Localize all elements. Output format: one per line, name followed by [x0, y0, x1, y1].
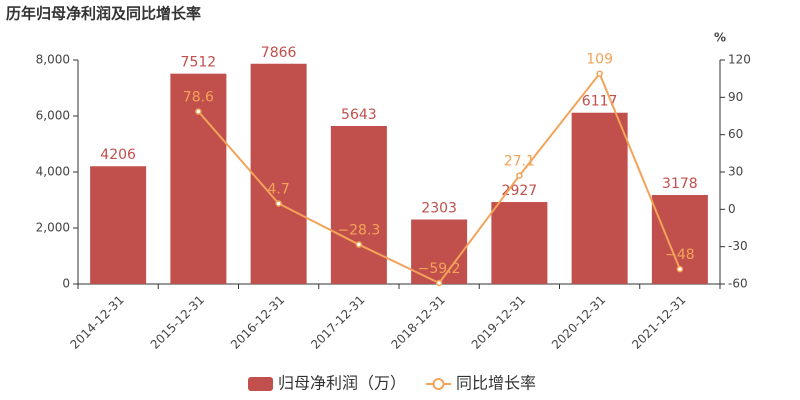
line-value-label: 109: [586, 52, 613, 68]
line-value-label: −59.2: [418, 261, 461, 277]
y-tick-label: 4,000: [36, 165, 70, 179]
y2-tick-label: 90: [728, 90, 743, 104]
x-tick-label: 2015-12-31: [148, 293, 207, 352]
x-tick-label: 2021-12-31: [629, 293, 688, 352]
bar-value-label: 2303: [421, 201, 457, 217]
line-value-label: −48: [665, 247, 695, 263]
x-tick-label: 2020-12-31: [549, 293, 608, 352]
bar: [250, 63, 307, 284]
bar-value-label: 4206: [100, 147, 136, 163]
line-point: [195, 108, 202, 115]
bar-value-label: 5643: [341, 107, 377, 123]
bar: [330, 125, 387, 284]
line-point: [355, 241, 363, 248]
y-tick-label: 6,000: [36, 109, 70, 123]
bar: [571, 112, 628, 284]
line-value-label: 27.1: [504, 154, 535, 170]
legend-swatch: [432, 378, 445, 390]
line-value-label: 4.7: [267, 181, 289, 197]
y2-tick-label: -30: [728, 239, 748, 253]
y2-tick-label: 30: [728, 165, 743, 179]
y2-tick-label: 120: [728, 53, 751, 67]
line-point: [676, 265, 684, 273]
line-value-label: 78.6: [183, 90, 214, 106]
bar: [491, 202, 548, 284]
y-tick-label: 8,000: [36, 53, 70, 67]
y2-tick-label: 0: [728, 202, 736, 216]
legend-label: 同比增长率: [456, 374, 536, 393]
legend-swatch: [248, 377, 273, 391]
line-point: [596, 70, 603, 77]
line-point: [275, 200, 282, 207]
line-value-label: −28.3: [337, 223, 380, 239]
y-tick-label: 2,000: [36, 221, 70, 235]
bar-value-label: 7512: [181, 55, 217, 71]
bar-value-label: 3178: [662, 176, 698, 192]
y2-tick-label: -60: [728, 277, 748, 291]
x-tick-label: 2018-12-31: [389, 293, 448, 352]
x-tick-label: 2014-12-31: [68, 293, 127, 352]
y2-tick-label: 60: [728, 127, 743, 141]
x-tick-label: 2016-12-31: [228, 293, 287, 352]
x-tick-label: 2017-12-31: [308, 293, 367, 352]
x-tick-label: 2019-12-31: [469, 293, 528, 352]
bar: [90, 166, 147, 284]
legend-label: 归母净利润（万）: [278, 374, 406, 393]
chart-title: 历年归母净利润及同比增长率: [6, 5, 201, 23]
line-point: [435, 279, 443, 287]
y2-axis-label: %: [714, 31, 726, 45]
bar-value-label: 7866: [261, 45, 297, 61]
y-tick-label: 0: [62, 277, 70, 291]
line-point: [516, 172, 523, 179]
